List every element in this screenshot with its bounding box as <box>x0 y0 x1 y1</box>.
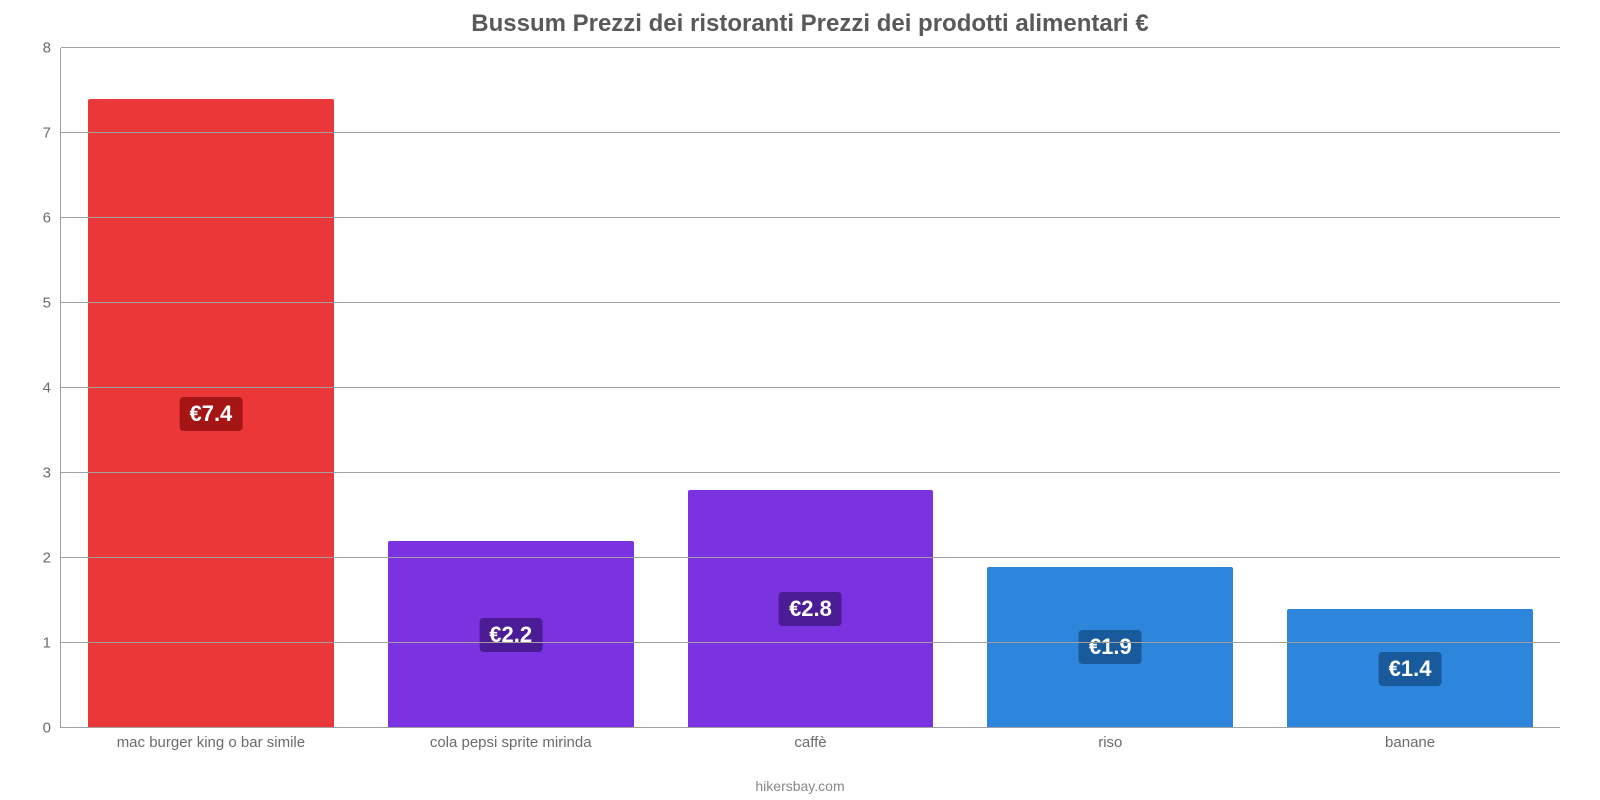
gridline: 0 <box>61 727 1560 728</box>
xtick-label: cola pepsi sprite mirinda <box>361 728 661 751</box>
ytick-label: 0 <box>43 720 61 737</box>
xtick-label: banane <box>1260 728 1560 751</box>
gridline: 6 <box>61 217 1560 218</box>
bar-value-label: €1.4 <box>1379 652 1442 686</box>
bar-slot: €7.4 <box>61 48 361 728</box>
bar: €1.4 <box>1287 609 1533 728</box>
gridline: 8 <box>61 47 1560 48</box>
xtick-label: caffè <box>661 728 961 751</box>
bar: €7.4 <box>88 99 334 728</box>
ytick-label: 4 <box>43 380 61 397</box>
gridline: 2 <box>61 557 1560 558</box>
bar-slot: €2.2 <box>361 48 661 728</box>
chart-container: Bussum Prezzi dei ristoranti Prezzi dei … <box>0 0 1600 800</box>
xtick-label: riso <box>960 728 1260 751</box>
bar-slot: €2.8 <box>661 48 961 728</box>
ytick-label: 6 <box>43 210 61 227</box>
ytick-label: 7 <box>43 125 61 142</box>
ytick-label: 5 <box>43 295 61 312</box>
bar-value-label: €2.2 <box>479 618 542 652</box>
bar: €1.9 <box>987 567 1233 729</box>
ytick-label: 3 <box>43 465 61 482</box>
xtick-label: mac burger king o bar simile <box>61 728 361 751</box>
gridline: 1 <box>61 642 1560 643</box>
gridline: 4 <box>61 387 1560 388</box>
ytick-label: 2 <box>43 550 61 567</box>
bars-row: €7.4 €2.2 €2.8 €1.9 €1.4 <box>61 48 1560 728</box>
gridline: 5 <box>61 302 1560 303</box>
bar: €2.2 <box>388 541 634 728</box>
bar-value-label: €1.9 <box>1079 630 1142 664</box>
gridline: 3 <box>61 472 1560 473</box>
bar-slot: €1.4 <box>1260 48 1560 728</box>
ytick-label: 1 <box>43 635 61 652</box>
gridline: 7 <box>61 132 1560 133</box>
xlabels-row: mac burger king o bar similecola pepsi s… <box>61 728 1560 751</box>
bar-value-label: €2.8 <box>779 592 842 626</box>
bar: €2.8 <box>688 490 934 728</box>
chart-title: Bussum Prezzi dei ristoranti Prezzi dei … <box>60 10 1560 38</box>
plot-area: €7.4€2.2€2.8€1.9€1.4 mac burger king o b… <box>60 48 1560 728</box>
attribution: hikersbay.com <box>0 778 1600 794</box>
bar-slot: €1.9 <box>960 48 1260 728</box>
ytick-label: 8 <box>43 40 61 57</box>
bar-value-label: €7.4 <box>179 397 242 431</box>
